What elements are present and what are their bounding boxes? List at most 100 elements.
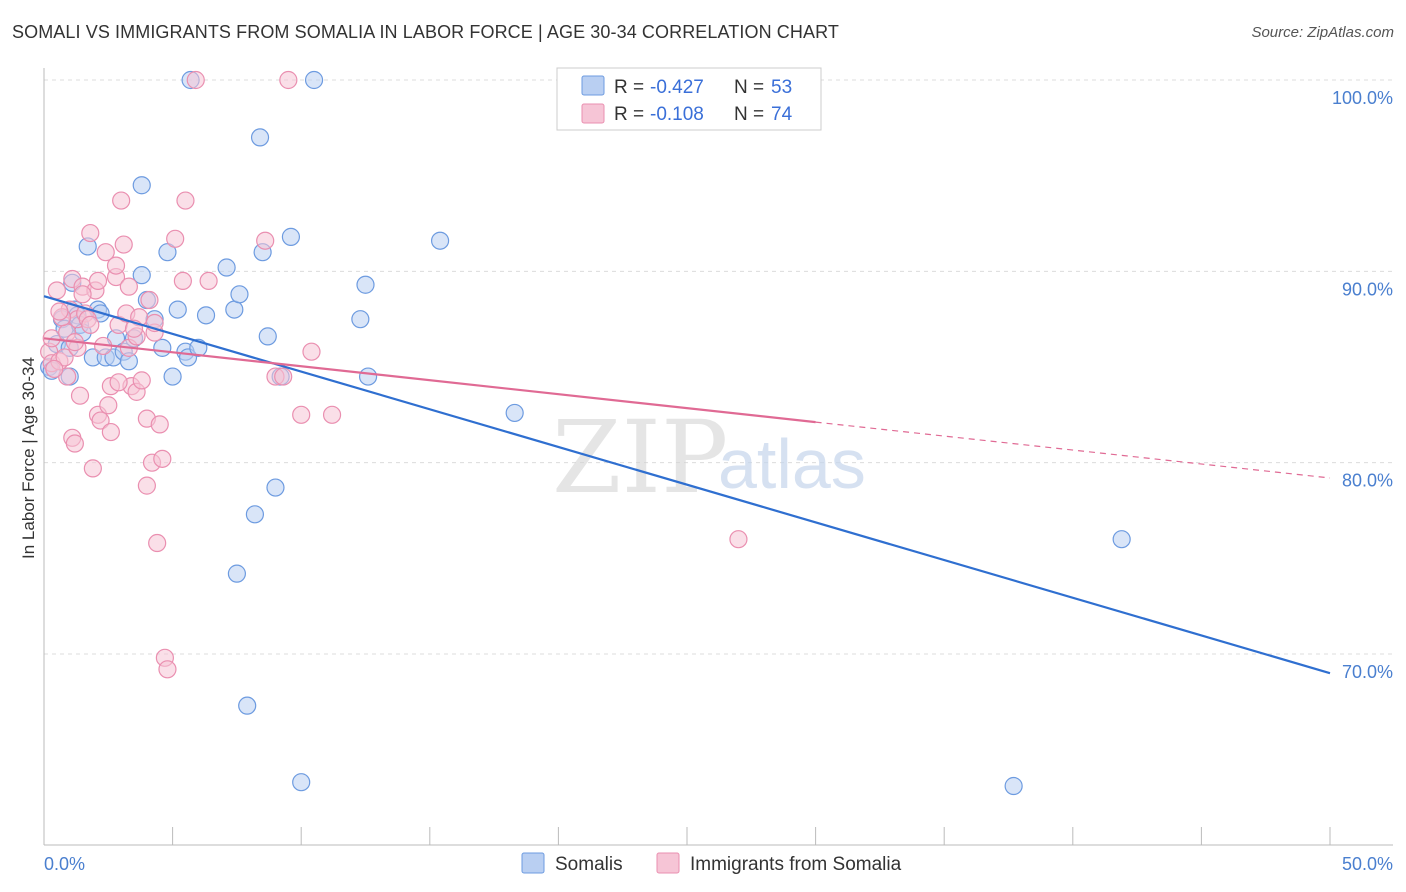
legend-r-value: -0.427 (650, 77, 704, 98)
point-immigrants (274, 367, 293, 386)
point-somalis (1112, 530, 1131, 549)
y-tick-label: 80.0% (1342, 471, 1393, 491)
point-somalis (158, 243, 177, 262)
point-immigrants (65, 434, 84, 453)
point-immigrants (173, 271, 192, 290)
trend-immigrants (43, 337, 816, 424)
scatter-points (40, 70, 1131, 796)
chart-title: SOMALI VS IMMIGRANTS FROM SOMALIA IN LAB… (12, 22, 839, 42)
point-immigrants (322, 405, 342, 424)
legend: R = -0.427 N = 53 R = -0.108 N = 74 (556, 67, 822, 131)
point-immigrants (132, 371, 151, 390)
point-somalis (153, 338, 172, 357)
point-somalis (227, 564, 246, 583)
point-immigrants (101, 422, 120, 442)
point-immigrants (279, 70, 298, 90)
point-somalis (163, 367, 182, 386)
point-immigrants (88, 271, 108, 290)
bottom-legend: Somalis Immigrants from Somalia (521, 852, 902, 875)
point-somalis (230, 285, 249, 304)
point-immigrants (96, 243, 115, 262)
point-immigrants (83, 459, 102, 478)
legend-n-label: N = (734, 77, 764, 98)
point-immigrants (137, 476, 156, 495)
y-tick-labels: 70.0% 80.0% 90.0% 100.0% (1332, 88, 1393, 682)
point-immigrants (176, 191, 195, 210)
point-somalis (358, 367, 378, 386)
point-somalis (505, 403, 524, 423)
point-somalis (238, 696, 257, 715)
point-somalis (266, 478, 285, 497)
point-immigrants (153, 449, 172, 468)
point-immigrants (45, 359, 64, 379)
y-tick-label: 70.0% (1342, 662, 1393, 682)
point-immigrants (729, 530, 748, 549)
point-immigrants (109, 373, 128, 392)
legend-n-value: 74 (771, 104, 793, 125)
axes (43, 68, 1393, 846)
point-immigrants (199, 271, 218, 290)
point-immigrants (47, 281, 66, 300)
legend-swatch-somalis (581, 75, 605, 96)
legend-r-label: R = (614, 77, 644, 98)
legend-n-label: N = (734, 104, 764, 125)
trend-immigrants-dashed (815, 421, 1331, 479)
point-immigrants (292, 405, 311, 424)
legend-r-label: R = (614, 104, 644, 125)
point-somalis (1004, 776, 1023, 796)
point-somalis (196, 306, 216, 325)
source-label: Source: ZipAtlas.com (1251, 24, 1394, 41)
point-immigrants (256, 231, 275, 250)
trend-lines (43, 295, 1331, 675)
point-immigrants (158, 660, 177, 679)
point-immigrants (50, 302, 69, 321)
point-somalis (430, 231, 450, 250)
point-somalis (304, 70, 324, 90)
legend-swatch-immigrants (581, 103, 605, 124)
point-somalis (292, 773, 311, 792)
point-immigrants (81, 315, 100, 335)
x-tick-label: 0.0% (44, 854, 85, 874)
point-immigrants (70, 386, 90, 405)
point-immigrants (73, 285, 92, 304)
point-immigrants (148, 533, 167, 553)
point-somalis (245, 505, 265, 524)
point-immigrants (106, 256, 126, 275)
point-somalis (250, 128, 270, 147)
point-somalis (351, 310, 370, 329)
gridlines (44, 79, 1393, 655)
point-immigrants (150, 415, 169, 434)
bottom-legend-swatch-somalis (521, 852, 545, 874)
point-immigrants (91, 411, 110, 430)
point-immigrants (114, 235, 133, 254)
bottom-legend-swatch-immigrants (656, 852, 680, 874)
watermark-atlas: atlas (718, 425, 866, 503)
point-immigrants (166, 229, 185, 248)
point-somalis (132, 176, 151, 195)
point-somalis (258, 327, 277, 346)
bottom-legend-somalis: Somalis (555, 854, 623, 875)
point-somalis (225, 300, 244, 319)
point-immigrants (99, 396, 118, 415)
y-tick-label: 100.0% (1332, 88, 1393, 108)
y-tick-label: 90.0% (1342, 279, 1393, 299)
point-immigrants (302, 342, 321, 361)
point-immigrants (81, 223, 100, 243)
legend-n-value: 53 (771, 77, 792, 98)
point-somalis (217, 258, 236, 277)
y-axis-label: In Labor Force | Age 30-34 (19, 357, 38, 559)
point-immigrants (112, 191, 131, 210)
x-tick-labels: 0.0% 50.0% (44, 854, 1393, 874)
legend-r-value: -0.108 (650, 104, 704, 125)
point-immigrants (119, 277, 138, 296)
point-somalis (281, 227, 301, 246)
x-tick-label: 50.0% (1342, 854, 1393, 874)
point-somalis (132, 266, 151, 285)
trend-somalis (43, 295, 1331, 675)
bottom-legend-immigrants: Immigrants from Somalia (690, 854, 902, 875)
point-somalis (168, 300, 187, 319)
point-immigrants (55, 348, 74, 367)
watermark-zip: ZIP (552, 399, 728, 516)
point-immigrants (140, 290, 159, 310)
